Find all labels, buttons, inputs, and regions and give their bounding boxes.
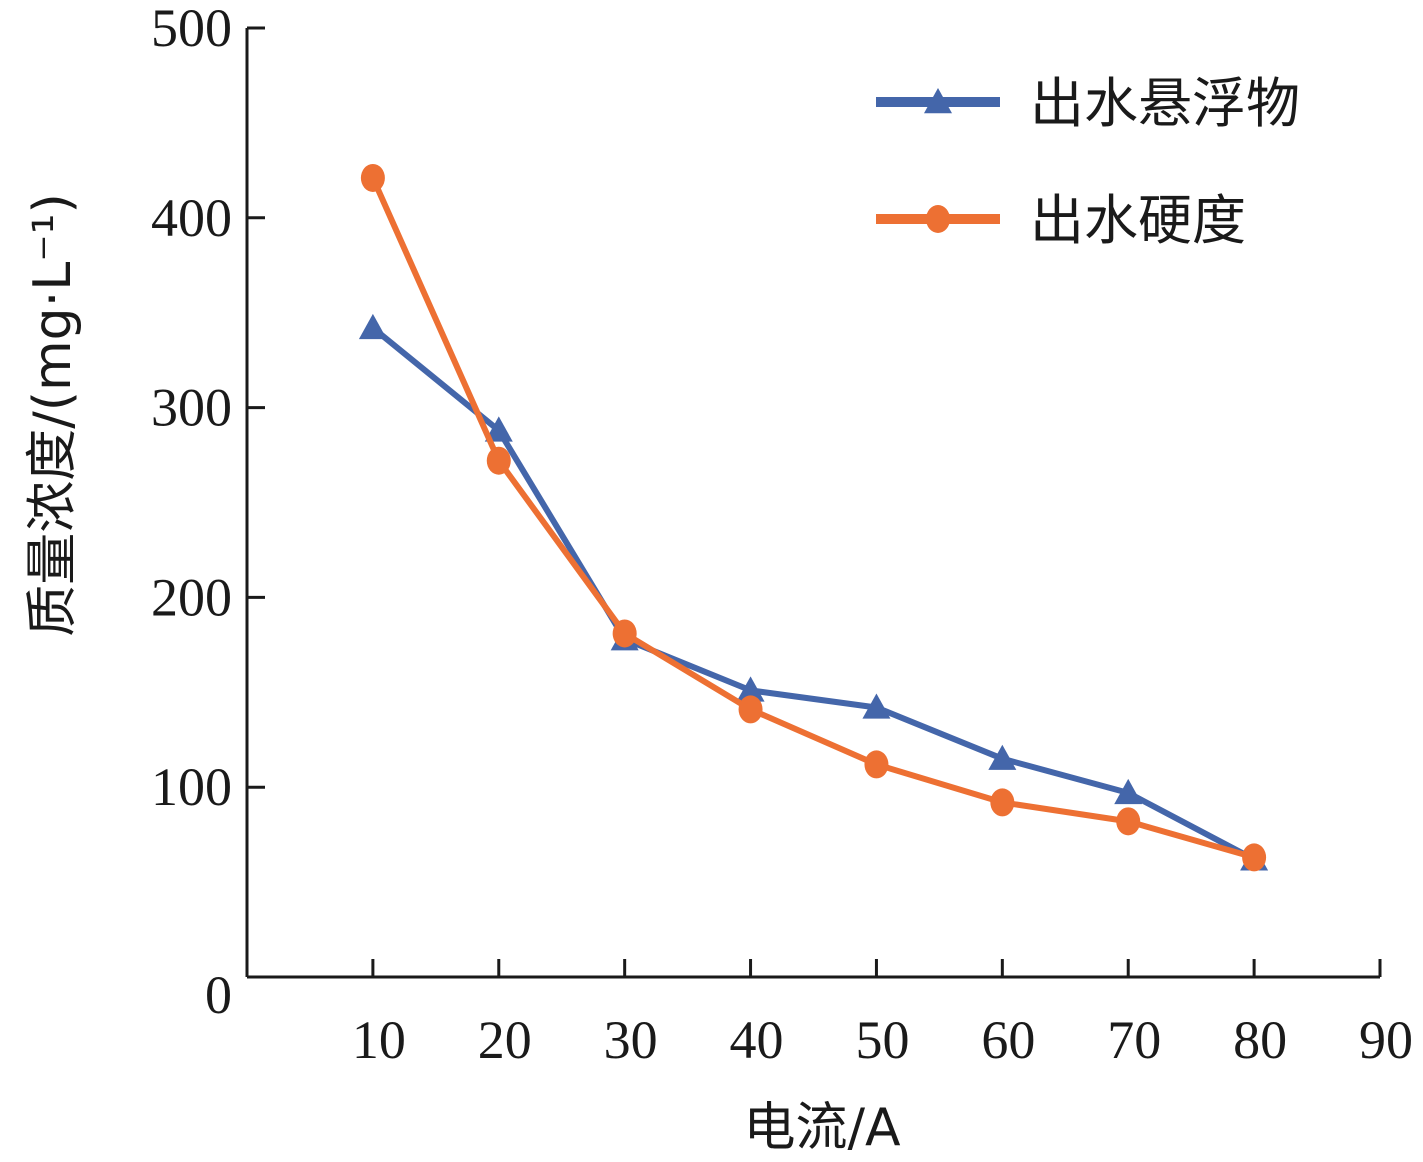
- data-point: [1114, 778, 1143, 805]
- data-point: [988, 744, 1017, 770]
- series-2: [360, 163, 1267, 872]
- axes: [245, 28, 1380, 979]
- series-1: [358, 313, 1269, 871]
- data-point: [1242, 843, 1267, 872]
- legend-label: 出水悬浮物: [1030, 72, 1300, 135]
- x-tick-label: 60: [981, 1010, 1035, 1070]
- data-point: [1116, 807, 1141, 836]
- data-point: [486, 446, 511, 475]
- x-tick-label: 20: [478, 1010, 532, 1070]
- x-tick-label: 80: [1233, 1010, 1287, 1070]
- series-line: [370, 176, 1255, 861]
- y-tick-label: 0: [205, 965, 232, 1025]
- y-tick-label: 500: [151, 0, 232, 58]
- ticks: 0 100 200 300 400 500 10 20 30 40 50 60 70 80 90: [151, 0, 1413, 1070]
- x-axis-label: 电流/A: [743, 1098, 901, 1158]
- data-point: [358, 313, 387, 340]
- data-point: [484, 416, 513, 442]
- legend-marker: [926, 205, 950, 233]
- data-point: [736, 676, 765, 702]
- x-tick-label: 70: [1107, 1010, 1161, 1070]
- y-tick-label: 300: [151, 378, 232, 438]
- series-line: [371, 325, 1256, 862]
- legend-marker: [924, 88, 952, 114]
- y-tick-label: 100: [151, 757, 232, 817]
- y-tick-label: 200: [151, 567, 232, 627]
- series-layer: [358, 163, 1269, 872]
- x-tick-label: 10: [352, 1010, 406, 1070]
- x-tick-label: 40: [730, 1010, 784, 1070]
- x-tick-label: 90: [1359, 1010, 1413, 1070]
- legend-label: 出水硬度: [1030, 189, 1246, 252]
- x-tick-label: 50: [855, 1010, 909, 1070]
- x-tick-label: 30: [604, 1010, 658, 1070]
- data-point: [864, 750, 889, 779]
- legend-item: 出水悬浮物: [876, 72, 1300, 135]
- y-axis-label: 质量浓度/(mg·L⁻¹): [23, 193, 83, 637]
- y-tick-label: 400: [151, 188, 232, 248]
- data-point: [990, 788, 1015, 817]
- data-point: [360, 163, 385, 192]
- data-point: [612, 619, 637, 648]
- data-point: [862, 693, 891, 719]
- legend-item: 出水硬度: [876, 189, 1246, 252]
- data-point: [738, 695, 763, 724]
